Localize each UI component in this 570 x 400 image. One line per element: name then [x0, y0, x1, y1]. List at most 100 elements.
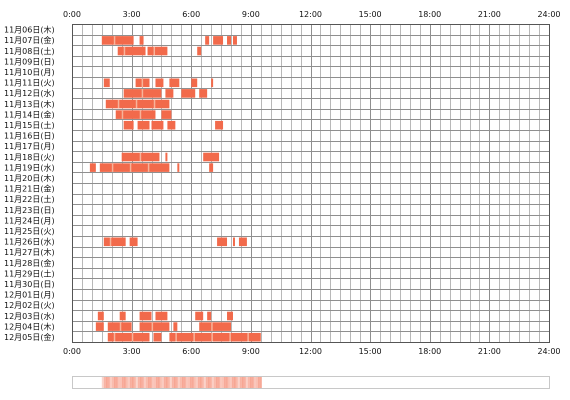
summary-density-stripe [127, 377, 130, 388]
activity-bar [165, 89, 174, 98]
summary-density-stripe [129, 377, 132, 388]
summary-density-stripe [165, 377, 168, 388]
x-tick-label-bottom: 12:00 [299, 347, 322, 356]
activity-bar-gap [211, 332, 213, 342]
row-date-label: 11月08日(土) [4, 46, 55, 56]
activity-bar [151, 120, 164, 130]
activity-bar-gap [113, 36, 116, 45]
row-date-label: 11月11日(火) [4, 79, 55, 88]
summary-density-stripe [209, 377, 212, 388]
activity-bar [197, 46, 202, 56]
summary-density-stripe [249, 377, 252, 388]
activity-bar [97, 311, 104, 321]
x-tick-label-bottom: 18:00 [418, 347, 441, 356]
row-date-label: 11月21日(金) [4, 184, 55, 194]
summary-density-stripe [183, 377, 186, 388]
activity-bar-gap [147, 163, 150, 172]
x-tick-label-bottom: 21:00 [478, 347, 501, 356]
summary-density-stripe [149, 377, 152, 388]
summary-density-stripe [147, 377, 150, 388]
summary-density-stripe [195, 377, 198, 388]
x-tick-label-top: 3:00 [123, 10, 141, 19]
summary-density-stripe [203, 377, 206, 388]
x-tick-label-top: 9:00 [242, 10, 260, 19]
row-date-label: 11月30日(日) [4, 280, 55, 289]
summary-density-stripe [243, 377, 246, 388]
row-date-label: 11月16日(日) [4, 132, 55, 141]
activity-bar [195, 311, 204, 321]
summary-density-stripe [115, 377, 118, 388]
summary-density-stripe [105, 377, 108, 388]
activity-bar [99, 163, 170, 172]
row-date-label: 11月19日(水) [4, 162, 55, 172]
activity-bar [101, 36, 134, 45]
activity-bar-gap [153, 46, 156, 56]
activity-bar [107, 322, 132, 331]
summary-density-stripe [103, 377, 106, 388]
activity-bar-gap [117, 99, 120, 109]
summary-density-stripe [133, 377, 136, 388]
x-tick-label-bottom: 6:00 [182, 347, 200, 356]
summary-density-stripe [215, 377, 218, 388]
summary-density-stripe [169, 377, 172, 388]
activity-bar [181, 89, 196, 98]
summary-density-stripe [211, 377, 214, 388]
summary-density-stripe [251, 377, 254, 388]
summary-density-stripe [143, 377, 146, 388]
summary-density-stripe [177, 377, 180, 388]
activity-bar [155, 78, 164, 88]
bars-layer [89, 36, 261, 342]
activity-bar-gap [119, 322, 122, 331]
activity-bar [161, 110, 172, 119]
x-tick-label-top: 24:00 [537, 10, 560, 19]
grid-layer [72, 24, 550, 343]
x-tick-label-bottom: 9:00 [242, 347, 260, 356]
row-date-label: 11月27日(木) [4, 247, 55, 257]
summary-density-stripe [163, 377, 166, 388]
summary-density-stripe [239, 377, 242, 388]
activity-bar-gap [111, 163, 114, 172]
activity-bar [139, 311, 152, 321]
activity-bar-gap [113, 332, 116, 342]
activity-bar [103, 78, 110, 88]
activity-bar-gap [123, 46, 126, 56]
row-date-label: 12月05日(金) [4, 332, 55, 342]
top-tick-labels: 0:00 3:00 6:00 9:00 12:00 15:00 18:00 21:00 24:0… [63, 10, 561, 19]
summary-density-stripe [221, 377, 224, 388]
row-date-label: 11月15日(土) [4, 120, 55, 130]
summary-density-stripe [151, 377, 154, 388]
activity-bar [137, 120, 150, 130]
summary-density-stripe [245, 377, 248, 388]
summary-density-stripe [175, 377, 178, 388]
activity-bar [103, 237, 126, 247]
summary-density-stripe [113, 377, 116, 388]
activity-bar [203, 152, 220, 162]
activity-bar [227, 36, 231, 45]
activity-bar-gap [211, 322, 213, 331]
row-date-label: 11月25日(火) [4, 227, 55, 236]
summary-density-stripe [257, 377, 260, 388]
activity-bar-gap [153, 99, 156, 109]
row-date-label: 11月23日(日) [4, 206, 55, 215]
activity-bar-gap [131, 332, 134, 342]
activity-bar [115, 110, 156, 119]
summary-density-stripe [155, 377, 158, 388]
activity-bar [117, 46, 146, 56]
row-date-label: 12月03日(水) [4, 311, 55, 321]
row-date-label: 11月18日(火) [4, 153, 55, 162]
x-tick-label-bottom: 24:00 [537, 347, 560, 356]
activity-bar [95, 322, 104, 331]
activity-bar [107, 332, 150, 342]
row-date-label: 12月01日(月) [4, 291, 55, 300]
summary-density-stripe [259, 377, 262, 388]
summary-density-stripe [187, 377, 190, 388]
row-date-label: 12月02日(火) [4, 301, 55, 310]
summary-density-stripe [141, 377, 144, 388]
x-tick-label-top: 15:00 [359, 10, 382, 19]
activity-bar [169, 332, 261, 342]
summary-density-stripe [255, 377, 258, 388]
summary-density-stripe [179, 377, 182, 388]
summary-density-stripe [119, 377, 122, 388]
